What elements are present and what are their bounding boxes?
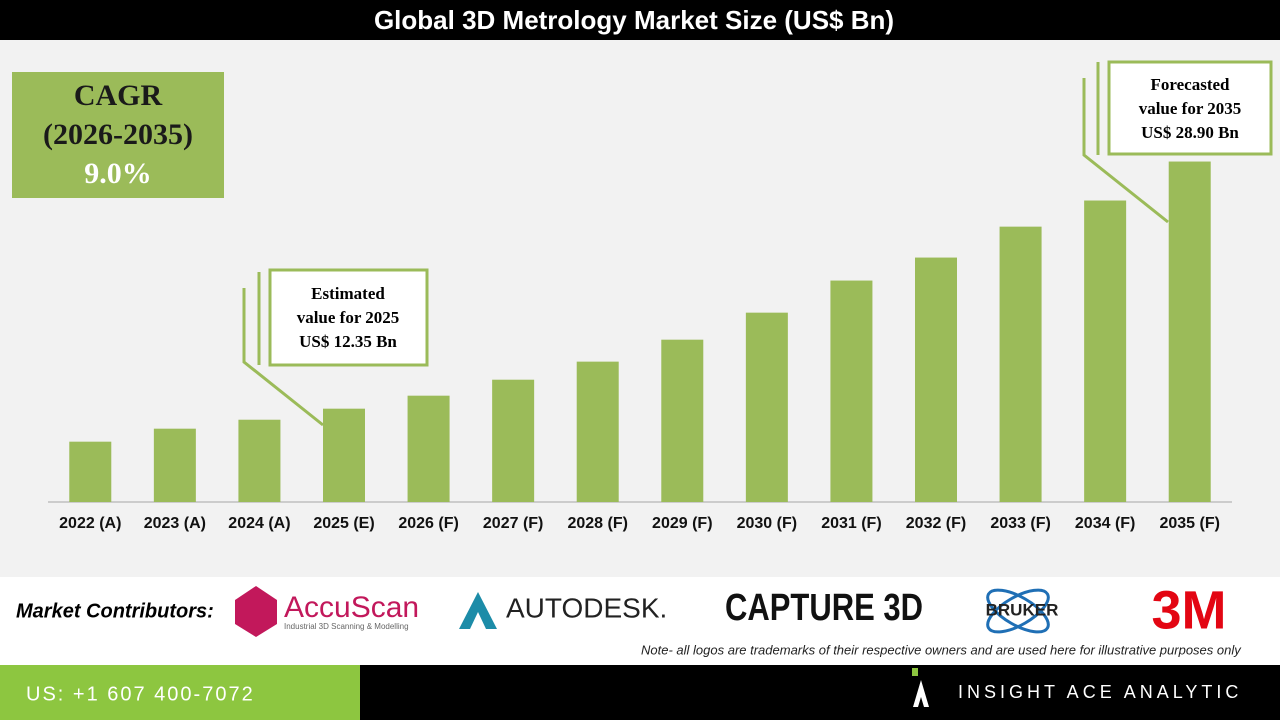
bar — [999, 226, 1042, 503]
note: Note- all logos are trademarks of their … — [641, 642, 1242, 657]
x-tick-label: 2023 (A) — [144, 515, 206, 532]
callout-text: Forecasted — [1151, 75, 1231, 94]
callout-2025: Estimated value for 2025 US$ 12.35 Bn — [242, 268, 429, 427]
bar — [830, 280, 873, 502]
bruker-icon — [986, 588, 1050, 634]
bar — [915, 257, 957, 502]
callout-connector — [1082, 78, 1169, 224]
logo: CAPTURE 3D — [725, 587, 923, 629]
footer-brand-band — [360, 665, 1280, 720]
x-tick-label: 2028 (F) — [567, 515, 627, 532]
x-tick-label: 2035 (F) — [1159, 515, 1219, 532]
cagr-label: CAGR — [74, 79, 163, 112]
bar — [492, 379, 535, 502]
bar — [153, 428, 196, 502]
brand-icon — [912, 668, 918, 676]
bar — [407, 395, 450, 502]
bar — [69, 441, 112, 502]
bar — [745, 312, 788, 502]
x-tick-label: 2034 (F) — [1075, 515, 1135, 532]
callout-text: value for 2035 — [1139, 99, 1242, 118]
x-tick-label: 2022 (A) — [59, 515, 121, 532]
brand: INSIGHT ACE ANALYTIC — [958, 682, 1242, 702]
title-bar — [0, 0, 1280, 40]
callout-box — [1107, 60, 1273, 156]
bar — [1084, 200, 1127, 502]
x-tick-label: 2033 (F) — [990, 515, 1050, 532]
chart-title: Global 3D Metrology Market Size (US$ Bn) — [374, 5, 894, 35]
logo: 3M — [1151, 580, 1226, 640]
cagr-period: (2026-2035) — [43, 118, 193, 151]
bar — [576, 361, 619, 502]
contributors-band — [0, 577, 1280, 665]
x-tick-label: 2024 (A) — [228, 515, 290, 532]
callout-box — [268, 268, 429, 367]
autodesk-icon — [459, 592, 497, 629]
callout-2035: Forecasted value for 2035 US$ 28.90 Bn — [1082, 60, 1273, 224]
callout-text: value for 2025 — [297, 308, 400, 327]
cagr-value: 9.0% — [84, 157, 152, 190]
brand-icon — [913, 680, 929, 707]
phone: US: +1 607 400-7072 — [26, 683, 255, 705]
cagr-box — [12, 72, 224, 198]
x-tick-label: 2031 (F) — [821, 515, 881, 532]
x-tick-label: 2029 (F) — [652, 515, 712, 532]
x-tick-label: 2032 (F) — [906, 515, 966, 532]
callout-text: US$ 28.90 Bn — [1141, 123, 1239, 142]
bar — [323, 408, 365, 502]
logo: AUTODESK. — [506, 592, 667, 623]
bruker-icon — [986, 588, 1050, 634]
logo-tagline: Industrial 3D Scanning & Modelling — [284, 622, 409, 631]
logo: BRUKER — [986, 600, 1059, 619]
accuscan-icon — [235, 586, 277, 637]
logo: AccuScan — [284, 591, 419, 624]
bar — [1168, 161, 1211, 503]
x-tick-label: 2030 (F) — [737, 515, 797, 532]
footer-contact — [0, 665, 360, 720]
callout-text: US$ 12.35 Bn — [299, 332, 397, 351]
callout-connector — [242, 288, 324, 427]
bar — [661, 339, 704, 502]
x-tick-label: 2026 (F) — [398, 515, 458, 532]
x-tick-label: 2027 (F) — [483, 515, 543, 532]
bar — [238, 419, 281, 502]
callout-text: Estimated — [311, 284, 385, 303]
contributors-label: Market Contributors: — [16, 600, 214, 622]
x-tick-label: 2025 (E) — [313, 515, 374, 532]
